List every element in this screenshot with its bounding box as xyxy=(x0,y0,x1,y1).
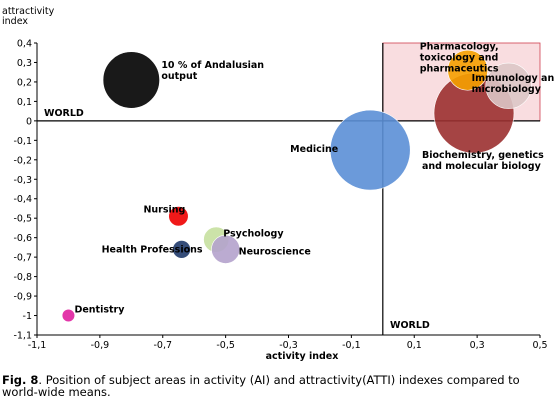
y-axis-label-line2: index xyxy=(2,16,28,27)
x-tick-label: 0,3 xyxy=(470,340,485,351)
caption-label: Fig. 8 xyxy=(2,373,39,387)
y-tick-label: 0,2 xyxy=(17,77,32,88)
point-label: Neuroscience xyxy=(239,246,311,257)
point-label: Medicine xyxy=(290,144,338,155)
point-label-line: Neuroscience xyxy=(239,246,311,257)
y-tick-label: -0,4 xyxy=(13,194,32,205)
world-label-vertical: WORLD xyxy=(390,320,430,331)
x-tick-label: -1,1 xyxy=(28,340,47,351)
x-tick-label: -0,5 xyxy=(216,340,235,351)
point-label-line: 10 % of Andalusian xyxy=(161,60,264,71)
point-label-line: Medicine xyxy=(290,144,338,155)
y-tick-label: 0 xyxy=(26,116,32,127)
y-tick-label: -0,2 xyxy=(13,155,32,166)
point-label-line: toxicology and xyxy=(420,52,499,63)
point-label-line: and molecular biology xyxy=(422,161,542,172)
point-label-line: Biochemistry, genetics xyxy=(422,150,544,161)
point-label-line: Pharmacology, xyxy=(420,41,499,52)
y-tick-label: -0,3 xyxy=(13,175,32,186)
x-tick-label: 0,1 xyxy=(407,340,422,351)
x-tick-labels: -1,1 -0,9 -0,7 -0,5 -0,3 -0,1 0,1 0,3 0,5 xyxy=(28,335,548,351)
y-tick-label: -0,7 xyxy=(13,253,32,264)
point-labels: 10 % of Andalusian output Medicine Biochemi… xyxy=(74,41,554,315)
point-label-line: Nursing xyxy=(143,204,185,215)
x-tick-label: 0,5 xyxy=(532,340,547,351)
y-tick-label: -0,8 xyxy=(13,272,32,283)
y-tick-label: -0,9 xyxy=(13,292,32,303)
point-label: Psychology xyxy=(223,229,284,240)
x-tick-label: -0,9 xyxy=(91,340,110,351)
point-label: 10 % of Andalusian output xyxy=(161,60,264,82)
y-tick-label: -1,1 xyxy=(13,331,32,342)
caption-text: . Position of subject areas in activity … xyxy=(2,373,520,399)
point-label-line: Immunology and xyxy=(472,73,554,84)
y-tick-label: -1 xyxy=(23,311,32,322)
x-axis-label: activity index xyxy=(266,351,339,362)
point-label: Dentistry xyxy=(74,305,125,316)
data-bubble xyxy=(102,51,160,109)
y-tick-label: -0,6 xyxy=(13,233,32,244)
x-tick-label: -0,7 xyxy=(153,340,172,351)
y-tick-label: 0,3 xyxy=(17,58,32,69)
world-label-horizontal: WORLD xyxy=(44,108,84,119)
y-tick-label: 0,1 xyxy=(17,97,32,108)
data-bubble xyxy=(447,49,488,91)
x-tick-label: -0,3 xyxy=(279,340,298,351)
data-bubble xyxy=(172,240,191,259)
point-label: Nursing xyxy=(143,204,185,215)
data-bubble xyxy=(61,308,76,323)
point-label: Immunology and microbiology xyxy=(472,73,554,95)
data-bubble xyxy=(211,234,241,264)
bubble-chart: 10 % of Andalusian output Medicine Biochemi… xyxy=(2,6,554,362)
point-label-line: Psychology xyxy=(223,229,284,240)
point-label: Health Professions xyxy=(102,244,203,255)
point-label-line: Health Professions xyxy=(102,244,203,255)
data-bubble xyxy=(329,109,411,191)
y-tick-label: 0,4 xyxy=(17,39,32,50)
point-label-line: pharmaceutics xyxy=(420,63,499,74)
point-label-line: Dentistry xyxy=(74,305,125,316)
figure-caption: Fig. 8. Position of subject areas in act… xyxy=(2,374,552,398)
data-bubble xyxy=(485,62,532,109)
y-tick-label: -0,5 xyxy=(13,214,32,225)
point-label: Biochemistry, genetics and molecular biol… xyxy=(422,150,544,172)
point-label-line: microbiology xyxy=(472,84,542,95)
y-tick-label: -0,1 xyxy=(13,136,32,147)
bubbles xyxy=(61,49,532,323)
y-axis-label-line1: attractivity xyxy=(2,6,55,17)
point-label: Pharmacology, toxicology and pharmaceutics xyxy=(420,41,499,74)
data-bubble xyxy=(168,206,189,227)
y-tick-labels: 0,4 0,3 0,2 0,1 0 -0,1 -0,2 -0,3 -0,4 -0,5 -0,6 -0,… xyxy=(13,39,37,342)
point-label-line: output xyxy=(161,71,197,82)
x-tick-label: -0,1 xyxy=(342,340,361,351)
